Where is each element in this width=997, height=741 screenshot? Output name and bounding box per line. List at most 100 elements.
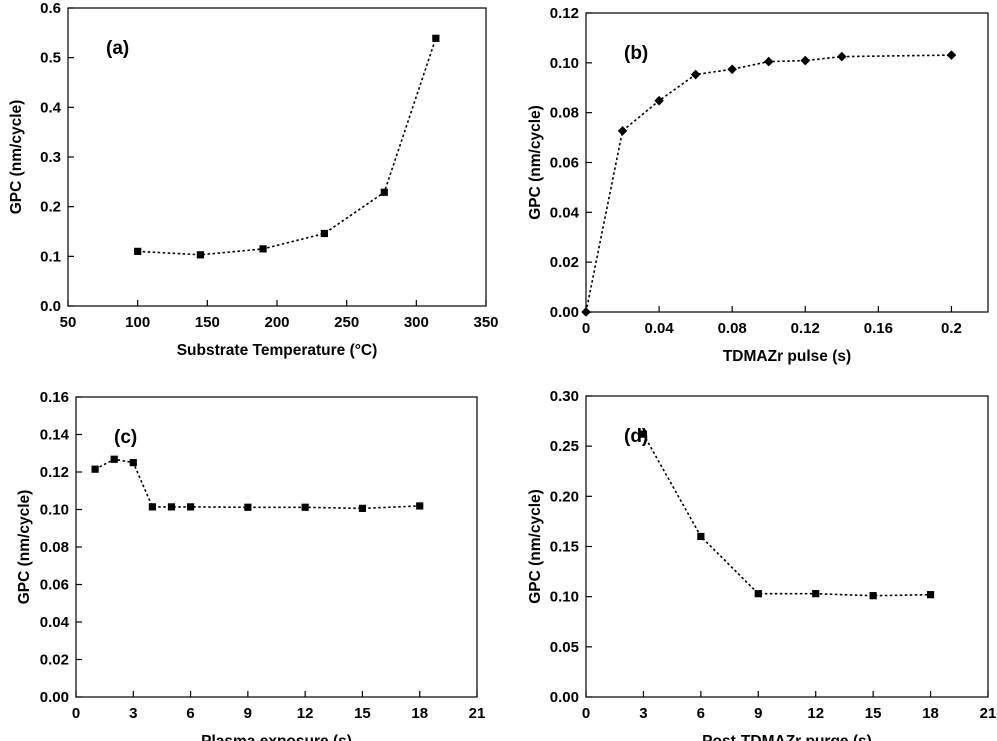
y-tick-label: 0.6 <box>40 0 61 17</box>
data-point <box>812 590 820 598</box>
y-tick-label: 0.20 <box>550 488 579 505</box>
data-point <box>129 459 137 467</box>
data-point <box>186 503 195 511</box>
series-line <box>585 54 952 313</box>
x-tick-label: 300 <box>404 314 429 331</box>
data-point <box>727 64 737 75</box>
y-tick-label: 0.25 <box>550 438 579 455</box>
x-tick-label: 100 <box>125 314 150 331</box>
x-tick-label: 150 <box>195 314 220 331</box>
data-point <box>617 126 628 136</box>
y-tick-label: 0.00 <box>550 689 579 706</box>
panel-label: (a) <box>106 38 129 59</box>
y-axis-label: GPC (nm/cycle) <box>527 489 544 604</box>
data-point <box>639 430 648 438</box>
x-tick-label: 0.04 <box>644 320 674 337</box>
y-tick-label: 0.12 <box>550 5 579 22</box>
y-tick-label: 0.30 <box>550 388 579 405</box>
series-line <box>137 38 437 256</box>
data-point <box>196 251 204 259</box>
series-line <box>642 433 931 597</box>
x-tick-label: 15 <box>354 705 371 722</box>
data-point <box>134 247 142 255</box>
x-axis-label: Post-TDMAZr purge (s) <box>702 733 872 741</box>
y-axis-label: GPC (nm/cycle) <box>16 490 33 605</box>
chart-panel-c: 0 3 6 9 12 15 18 21 0.00 0.02 0.04 0.06 0.08 0.10 0.12… <box>16 389 485 741</box>
x-tick-label: 18 <box>922 705 939 722</box>
chart-panel-a: 50 100 150 200 250 300 350 0.0 0.1 0.2 0.3 0.4 0.5 0.… <box>8 0 499 359</box>
chart-panel-b: 0 0.04 0.08 0.12 0.16 0.2 0.00 0.02 0.04 0.06 0.08… <box>527 5 989 365</box>
y-tick-label: 0.2 <box>40 199 61 216</box>
x-tick-label: 3 <box>639 705 647 722</box>
data-point <box>110 455 118 463</box>
x-tick-label: 200 <box>264 314 289 331</box>
y-tick-label: 0.10 <box>550 55 579 72</box>
data-point <box>690 69 701 80</box>
series-line <box>94 458 420 510</box>
y-tick-label: 0.08 <box>550 105 579 122</box>
x-axis-label: Substrate Temperature (°C) <box>177 342 378 359</box>
y-tick-label: 0.02 <box>550 254 579 271</box>
data-point <box>654 95 664 106</box>
y-tick-label: 0.04 <box>40 614 70 631</box>
data-point <box>301 503 309 511</box>
data-point <box>869 592 877 600</box>
y-tick-label: 0.16 <box>40 389 69 406</box>
y-tick-label: 0.15 <box>550 539 579 556</box>
data-point <box>763 56 774 67</box>
data-point <box>581 307 591 317</box>
data-point <box>926 591 935 599</box>
x-tick-label: 350 <box>473 314 498 331</box>
x-tick-label: 0.16 <box>864 320 893 337</box>
data-point <box>148 503 156 511</box>
y-tick-label: 0.4 <box>40 99 62 116</box>
y-tick-label: 0.06 <box>40 577 69 594</box>
data-point <box>837 51 847 62</box>
x-tick-label: 50 <box>60 314 77 331</box>
data-point <box>320 229 328 238</box>
y-tick-label: 0.10 <box>550 589 579 606</box>
x-tick-label: 0.2 <box>941 320 962 337</box>
y-tick-label: 0.12 <box>40 464 69 481</box>
x-tick-label: 9 <box>754 705 762 722</box>
data-point <box>91 465 99 473</box>
y-tick-label: 0.00 <box>550 304 579 321</box>
x-tick-label: 6 <box>186 705 194 722</box>
panel-label: (c) <box>114 427 137 448</box>
x-tick-label: 9 <box>244 705 252 722</box>
panel-label: (b) <box>624 43 648 64</box>
data-point <box>697 532 705 541</box>
y-tick-label: 0.00 <box>40 689 69 706</box>
x-axis-label: Plasma exposure (s) <box>201 733 352 741</box>
data-point <box>754 590 762 598</box>
data-point <box>380 188 388 196</box>
y-tick-label: 0.3 <box>40 149 61 166</box>
y-tick-label: 0.05 <box>550 639 579 656</box>
y-tick-label: 0.14 <box>40 427 70 444</box>
x-tick-label: 0 <box>582 320 590 337</box>
x-tick-label: 0.08 <box>718 320 747 337</box>
y-tick-label: 0.04 <box>550 204 580 221</box>
y-axis-label: GPC (nm/cycle) <box>527 105 544 220</box>
data-point <box>416 502 424 510</box>
x-axis-label: TDMAZr pulse (s) <box>723 348 851 365</box>
data-point <box>259 245 267 253</box>
data-point <box>946 50 957 60</box>
y-tick-label: 0.08 <box>40 539 69 556</box>
plot-frame <box>67 7 487 307</box>
x-tick-label: 3 <box>129 705 137 722</box>
y-tick-label: 0.02 <box>40 652 69 669</box>
x-tick-label: 12 <box>297 705 314 722</box>
chart-panel-d: 0 3 6 9 12 15 18 21 0.00 0.05 0.10 0.15 0.20 0.25 0.30… <box>527 388 996 741</box>
x-tick-label: 21 <box>469 705 486 722</box>
data-point <box>800 55 811 66</box>
x-tick-label: 0 <box>72 705 80 722</box>
y-tick-label: 0.06 <box>550 155 579 172</box>
x-tick-label: 0 <box>582 705 590 722</box>
x-tick-label: 21 <box>980 705 997 722</box>
data-point <box>167 503 176 511</box>
x-tick-label: 6 <box>697 705 705 722</box>
y-axis-label: GPC (nm/cycle) <box>8 100 25 215</box>
x-tick-label: 0.12 <box>791 320 820 337</box>
y-tick-label: 0.5 <box>40 50 61 67</box>
